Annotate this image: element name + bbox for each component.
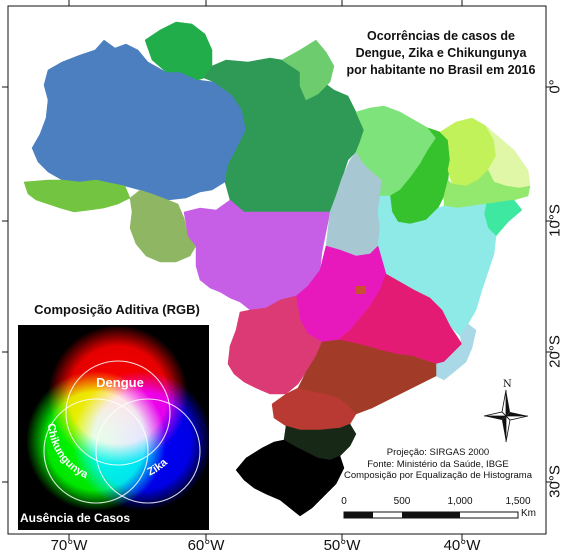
state-amapa [281,39,335,101]
rgb-legend-panel: Dengue Chikungunya Zika Ausência de Caso… [18,325,209,530]
map-frame [7,5,547,535]
rgb-venn-diagram: Dengue Chikungunya Zika [18,325,209,530]
scale-label-1500: 1,500 [505,496,531,507]
legend-label-dengue: Dengue [96,375,144,390]
map-title: Ocorrências de casos de Dengue, Zika e C… [338,28,544,79]
map-credits: Projeção: SIRGAS 2000 Fonte: Ministério … [330,447,546,482]
state-amazonas [31,39,247,201]
north-arrow [483,389,529,443]
title-line-3: por habitante no Brasil em 2016 [346,63,536,77]
scale-bar [343,511,519,519]
scale-label-500: 500 [393,496,411,507]
legend-green-outline [43,398,149,504]
state-acre [23,179,131,213]
state-mato-grosso-sul [227,295,323,395]
state-rio-grande-sul [235,439,345,517]
latitude-label-30s: 30°S [546,465,564,498]
legend-absence-label: Ausência de Casos [20,511,131,525]
latitude-label-0: 0° [546,79,564,94]
scale-unit: Km [521,508,536,519]
credits-source: Fonte: Ministério da Saúde, IBGE [367,458,509,470]
legend-blue-outline [95,398,201,504]
legend-red-outline [65,360,171,466]
credits-composition: Composição por Equalização de Histograma [344,470,532,481]
credits-projection: Projeção: SIRGAS 2000 [386,447,490,458]
federal-district [356,286,366,294]
title-line-2: Dengue, Zika e Chikungunya [355,46,527,60]
longitude-label-40w: 40°W [443,537,481,554]
state-espirito-santo [435,323,477,381]
latitude-label-20s: 20°S [546,335,564,368]
north-arrow-letter: N [503,379,512,390]
scale-label-1000: 1,000 [447,496,473,507]
longitude-label-60w: 60°W [187,537,225,554]
longitude-label-70w: 70°W [50,537,88,554]
legend-title: Composição Aditiva (RGB) [34,302,200,317]
scale-label-0: 0 [341,496,347,507]
frame-ticks [2,0,552,540]
title-line-1: Ocorrências de casos de [367,29,515,43]
legend-blue-glow [72,371,209,511]
latitude-label-10s: 10°S [546,204,564,237]
state-rondonia [129,189,197,263]
longitude-label-50w: 50°W [323,537,361,554]
